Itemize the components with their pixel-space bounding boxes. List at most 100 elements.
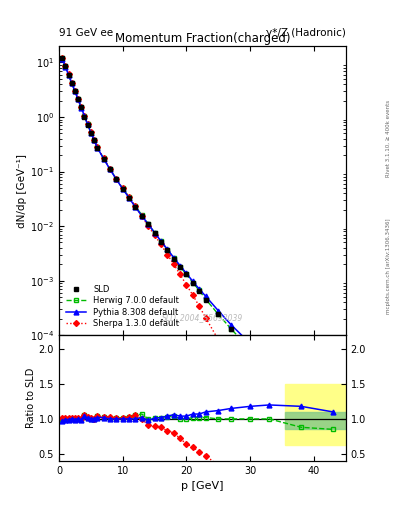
Pythia 8.308 default	[66, 72, 71, 78]
Line: Herwig 7.0.0 default: Herwig 7.0.0 default	[60, 56, 336, 459]
Herwig 7.0.0 default	[216, 311, 221, 317]
Sherpa 1.3.0 default	[229, 360, 233, 367]
Bar	[285, 384, 346, 445]
Pythia 8.308 default	[248, 340, 253, 347]
Herwig 7.0.0 default	[66, 72, 71, 78]
Herwig 7.0.0 default	[127, 194, 131, 200]
Herwig 7.0.0 default	[79, 104, 84, 111]
SLD	[88, 130, 93, 136]
Pythia 8.308 default	[101, 156, 106, 162]
Sherpa 1.3.0 default	[216, 337, 221, 343]
SLD	[159, 239, 163, 245]
SLD	[184, 271, 189, 278]
Herwig 7.0.0 default	[197, 287, 202, 293]
Sherpa 1.3.0 default	[146, 223, 151, 229]
Pythia 8.308 default	[159, 238, 163, 244]
Pythia 8.308 default	[184, 270, 189, 276]
Y-axis label: Ratio to SLD: Ratio to SLD	[26, 368, 36, 428]
Herwig 7.0.0 default	[191, 280, 195, 286]
SLD	[73, 88, 77, 94]
Pythia 8.308 default	[73, 88, 77, 94]
Sherpa 1.3.0 default	[267, 429, 272, 435]
SLD	[120, 186, 125, 192]
SLD	[60, 55, 64, 61]
Herwig 7.0.0 default	[331, 454, 336, 460]
Line: Sherpa 1.3.0 default: Sherpa 1.3.0 default	[60, 56, 335, 512]
Legend: SLD, Herwig 7.0.0 default, Pythia 8.308 default, Sherpa 1.3.0 default: SLD, Herwig 7.0.0 default, Pythia 8.308 …	[63, 283, 182, 331]
Sherpa 1.3.0 default	[85, 121, 90, 127]
Pythia 8.308 default	[165, 246, 170, 252]
Herwig 7.0.0 default	[92, 137, 96, 143]
Herwig 7.0.0 default	[178, 264, 182, 270]
SLD	[267, 367, 272, 373]
Sherpa 1.3.0 default	[127, 194, 131, 200]
Herwig 7.0.0 default	[267, 367, 272, 373]
Sherpa 1.3.0 default	[95, 144, 99, 150]
SLD	[92, 137, 96, 143]
Pythia 8.308 default	[191, 278, 195, 284]
SLD	[63, 63, 68, 70]
Pythia 8.308 default	[108, 166, 112, 173]
Pythia 8.308 default	[203, 293, 208, 299]
SLD	[95, 145, 99, 151]
SLD	[146, 221, 151, 227]
Pythia 8.308 default	[331, 437, 336, 443]
Herwig 7.0.0 default	[299, 398, 303, 404]
Herwig 7.0.0 default	[140, 212, 144, 218]
SLD	[197, 288, 202, 294]
Sherpa 1.3.0 default	[88, 129, 93, 135]
Herwig 7.0.0 default	[248, 346, 253, 352]
Pythia 8.308 default	[152, 229, 157, 236]
Sherpa 1.3.0 default	[133, 203, 138, 209]
Pythia 8.308 default	[299, 388, 303, 394]
SLD	[203, 296, 208, 303]
Herwig 7.0.0 default	[184, 271, 189, 278]
Pythia 8.308 default	[127, 195, 131, 201]
Sherpa 1.3.0 default	[203, 314, 208, 321]
Herwig 7.0.0 default	[82, 113, 87, 119]
Pythia 8.308 default	[60, 55, 64, 61]
Sherpa 1.3.0 default	[60, 55, 64, 61]
Sherpa 1.3.0 default	[191, 292, 195, 298]
Pythia 8.308 default	[133, 204, 138, 210]
SLD	[216, 311, 221, 317]
Pythia 8.308 default	[178, 263, 182, 269]
SLD	[79, 104, 84, 111]
Text: Rivet 3.1.10, ≥ 400k events: Rivet 3.1.10, ≥ 400k events	[386, 100, 391, 177]
SLD	[171, 256, 176, 262]
Herwig 7.0.0 default	[159, 238, 163, 244]
Title: Momentum Fraction(charged): Momentum Fraction(charged)	[115, 32, 290, 45]
SLD	[165, 247, 170, 253]
SLD	[133, 204, 138, 210]
SLD	[69, 80, 74, 86]
Pythia 8.308 default	[63, 63, 68, 70]
Sherpa 1.3.0 default	[248, 393, 253, 399]
Sherpa 1.3.0 default	[120, 185, 125, 191]
Sherpa 1.3.0 default	[165, 251, 170, 258]
SLD	[191, 280, 195, 286]
Pythia 8.308 default	[88, 130, 93, 136]
Line: SLD: SLD	[60, 56, 336, 463]
Sherpa 1.3.0 default	[76, 96, 81, 102]
Bar	[285, 412, 346, 429]
Herwig 7.0.0 default	[133, 203, 138, 209]
Herwig 7.0.0 default	[69, 80, 74, 86]
Herwig 7.0.0 default	[114, 176, 119, 182]
Herwig 7.0.0 default	[60, 55, 64, 61]
Sherpa 1.3.0 default	[66, 71, 71, 77]
Sherpa 1.3.0 default	[73, 88, 77, 94]
SLD	[127, 195, 131, 201]
Sherpa 1.3.0 default	[79, 104, 84, 111]
Herwig 7.0.0 default	[152, 229, 157, 236]
Sherpa 1.3.0 default	[171, 261, 176, 267]
Herwig 7.0.0 default	[203, 296, 208, 302]
Herwig 7.0.0 default	[63, 63, 68, 70]
Sherpa 1.3.0 default	[82, 113, 87, 119]
Sherpa 1.3.0 default	[159, 241, 163, 247]
X-axis label: p [GeV]: p [GeV]	[181, 481, 224, 491]
Herwig 7.0.0 default	[95, 144, 99, 150]
SLD	[101, 156, 106, 162]
SLD	[331, 458, 336, 464]
SLD	[85, 122, 90, 128]
Sherpa 1.3.0 default	[184, 282, 189, 288]
